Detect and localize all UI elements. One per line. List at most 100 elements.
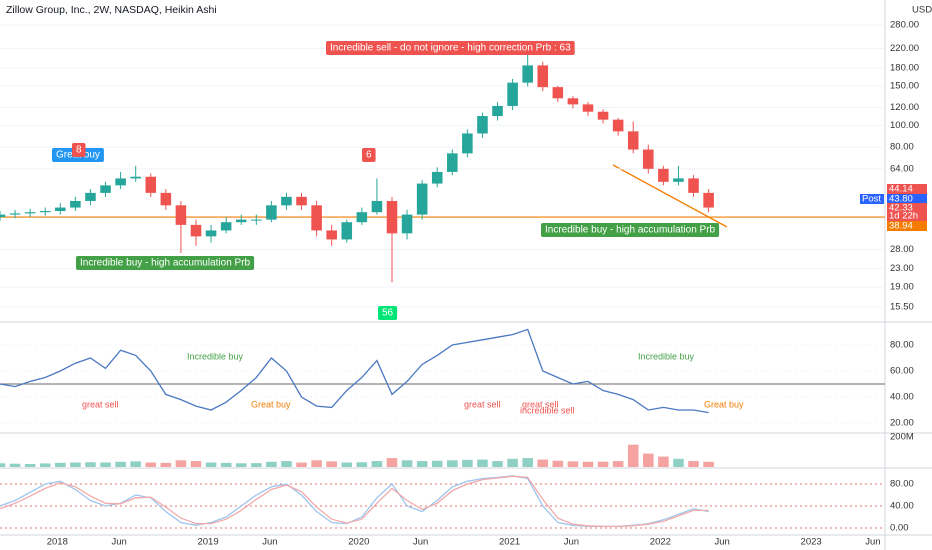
chart-title: Zillow Group, Inc., 2W, NASDAQ, Heikin A… (6, 4, 217, 16)
candle-body (416, 183, 428, 215)
volume-bar (24, 464, 36, 467)
candle-body (447, 153, 458, 172)
x-tick-label: 2018 (47, 537, 68, 548)
volume-bar (522, 458, 533, 467)
volume-bar (190, 461, 202, 467)
volume-bar (552, 460, 564, 467)
volume-bar (235, 463, 247, 467)
volume-bar (311, 460, 322, 467)
annotation-text: Incredible buy - high accumulation Prb (80, 258, 251, 269)
candle-body (703, 192, 714, 208)
price-label: 1d 22h (889, 211, 918, 222)
x-tick-label: Jun (262, 537, 277, 548)
candle-body (251, 219, 262, 221)
price-label: 44.14 (889, 184, 913, 195)
candle-body (582, 104, 594, 112)
price-label-box (887, 221, 927, 231)
annotation-box (76, 256, 255, 270)
signal-text: great sell (522, 399, 559, 409)
price-label: Post (862, 194, 881, 205)
candle-body (235, 219, 247, 223)
candle-body (85, 192, 96, 201)
annotation-box (326, 41, 575, 55)
candle-body (658, 168, 669, 182)
candle-body (567, 98, 579, 105)
candle-body (356, 212, 368, 223)
unit-label: USD (912, 5, 932, 16)
volume-bar (175, 460, 187, 467)
volume-bar (115, 461, 126, 467)
annotation-text: Incredible sell - do not ignore - high c… (330, 43, 571, 54)
volume-bar (85, 462, 96, 467)
volume-bar (341, 462, 353, 467)
candle-body (100, 185, 111, 193)
candle-body (341, 222, 353, 240)
candle-body (220, 222, 232, 231)
candle-body (70, 200, 81, 208)
candle-body (477, 116, 488, 134)
y-tick-label: 23.00 (890, 263, 914, 274)
volume-bar (688, 461, 699, 467)
volume-bar (205, 462, 217, 467)
candle-body (115, 178, 126, 186)
volume-bar (220, 462, 232, 467)
volume-bar (582, 461, 594, 467)
candle-body (281, 196, 292, 206)
price-label: 43.80 (889, 194, 913, 205)
volume-bar (160, 462, 172, 467)
volume-bar (673, 458, 684, 467)
volume-bar (251, 463, 262, 467)
y-tick-label: 40.00 (890, 501, 914, 512)
candle-body (266, 205, 277, 220)
y-tick-label: 40.00 (890, 392, 914, 403)
volume-bar (643, 453, 654, 467)
candle-body (145, 176, 157, 193)
candle-body (386, 200, 398, 234)
x-tick-label: 2022 (650, 537, 671, 548)
indicator-line (0, 475, 709, 528)
price-label: 38.94 (889, 221, 913, 232)
volume-bar (266, 461, 277, 467)
volume-bar (70, 462, 81, 467)
annotation-box (362, 148, 376, 162)
x-tick-label: Jun (715, 537, 730, 548)
volume-bar (612, 461, 624, 467)
candle-body (190, 224, 202, 237)
signal-text: Great buy (251, 399, 291, 409)
volume-bar (567, 461, 579, 467)
candle-body (597, 111, 609, 120)
candle-body (130, 176, 141, 179)
y-tick-label: 60.00 (890, 366, 914, 377)
volume-bar (100, 462, 111, 467)
y-tick-label: 80.00 (890, 479, 914, 490)
volume-bar (627, 444, 639, 467)
price-label-box (860, 194, 884, 204)
candle-body (39, 211, 51, 213)
candle-body (55, 207, 66, 212)
volume-bar (386, 458, 398, 467)
volume-bar (416, 461, 428, 467)
x-tick-label: 2021 (499, 537, 520, 548)
annotation-text: 8 (76, 145, 82, 156)
candle-body (24, 212, 36, 214)
volume-bar (9, 463, 21, 467)
y-tick-label: 64.00 (890, 163, 914, 174)
x-tick-label: 2023 (801, 537, 822, 548)
volume-bar (356, 462, 368, 467)
price-label-box (887, 211, 927, 221)
annotation-text: 56 (382, 308, 394, 319)
volume-bar (462, 459, 473, 467)
signal-text: great sell (82, 399, 119, 409)
volume-bar (431, 460, 443, 467)
volume-bar (371, 461, 383, 467)
candle-body (673, 178, 684, 182)
candle-body (612, 119, 624, 132)
volume-bar (507, 458, 518, 467)
annotation-text: Incredible buy - high accumulation Prb (545, 225, 716, 236)
y-tick-label: 28.00 (890, 244, 914, 255)
annotation-box (72, 143, 86, 157)
y-tick-label: 20.00 (890, 418, 914, 429)
signal-text: great sell (464, 399, 501, 409)
candle-body (9, 213, 21, 215)
y-tick-label: 80.00 (890, 142, 914, 153)
